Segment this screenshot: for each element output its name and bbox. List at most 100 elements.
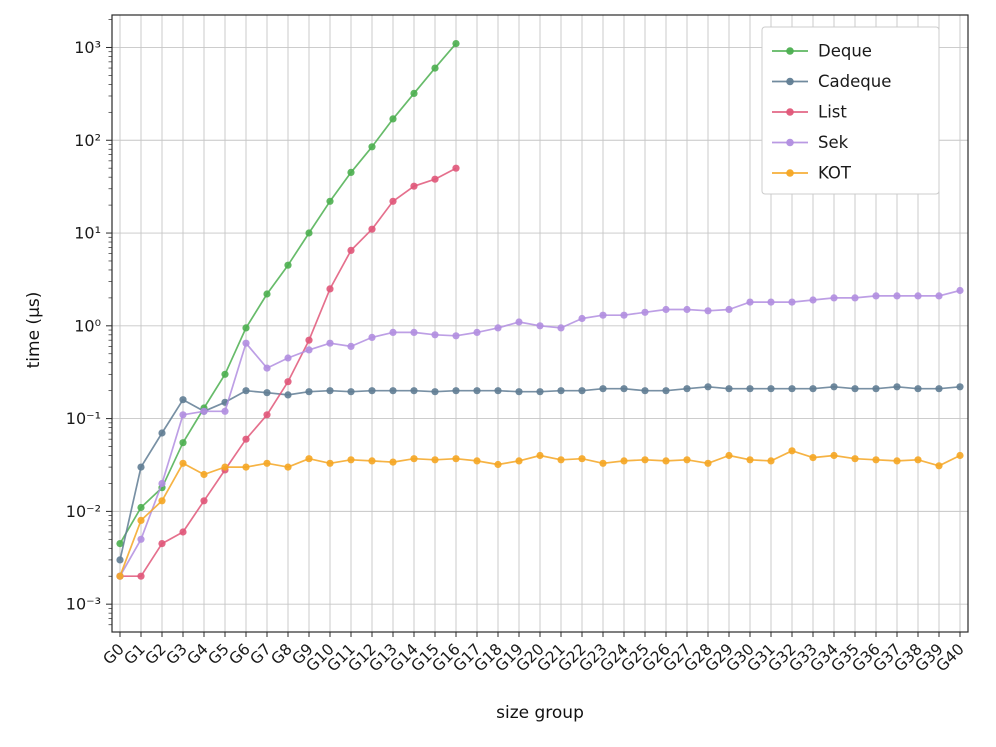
data-point <box>662 305 670 314</box>
legend-label: Sek <box>818 133 849 152</box>
x-tick-labels: G0G1G2G3G4G5G6G7G8G9G10G11G12G13G14G15G1… <box>100 640 968 675</box>
data-point <box>389 458 397 466</box>
series-sek <box>116 286 964 580</box>
data-point <box>473 457 481 465</box>
data-point <box>389 115 397 123</box>
data-point <box>137 463 145 471</box>
data-point <box>410 89 418 97</box>
legend-marker <box>786 169 794 177</box>
data-point <box>284 261 292 269</box>
data-point <box>347 456 355 464</box>
data-point <box>263 459 271 467</box>
data-point <box>851 294 859 302</box>
legend: Deque Cadeque List Sek KOT <box>761 26 940 195</box>
data-point <box>452 332 460 340</box>
data-point <box>935 385 943 393</box>
data-point <box>746 456 754 464</box>
data-point <box>242 435 250 443</box>
x-axis-label: size group <box>496 703 584 723</box>
data-point <box>452 387 460 395</box>
data-point <box>347 168 355 176</box>
data-point <box>767 457 775 465</box>
data-point <box>599 459 607 467</box>
data-point <box>557 456 565 464</box>
data-point <box>809 454 817 462</box>
y-tick-label: 10⁰ <box>74 316 101 335</box>
data-point <box>620 457 628 465</box>
data-point <box>935 292 943 300</box>
data-point <box>263 411 271 419</box>
data-point <box>263 389 271 397</box>
y-axis-label: time (μs) <box>24 291 44 369</box>
data-point <box>578 314 586 323</box>
data-point <box>956 383 964 391</box>
data-point <box>683 456 691 464</box>
data-point <box>242 324 250 332</box>
y-tick-label: 10⁻³ <box>66 595 101 614</box>
data-point <box>494 387 502 395</box>
data-point <box>935 462 943 470</box>
data-point <box>683 305 691 314</box>
data-point <box>179 411 187 419</box>
data-point <box>368 143 376 151</box>
data-point <box>767 385 775 393</box>
data-point <box>725 385 733 393</box>
data-point <box>725 305 733 314</box>
data-point <box>914 292 922 300</box>
data-point <box>284 463 292 471</box>
data-point <box>179 459 187 467</box>
data-point <box>347 246 355 254</box>
data-point <box>473 387 481 395</box>
legend-marker <box>786 47 794 55</box>
legend-marker <box>786 77 794 86</box>
data-point <box>641 308 649 316</box>
data-point <box>221 463 229 471</box>
y-tick-label: 10⁻² <box>66 502 101 521</box>
data-point <box>179 528 187 536</box>
legend-marker <box>786 138 794 147</box>
data-point <box>158 497 166 505</box>
data-point <box>599 385 607 393</box>
series-kot <box>116 447 964 580</box>
data-point <box>494 324 502 332</box>
data-point <box>179 439 187 447</box>
data-point <box>242 339 250 347</box>
data-point <box>305 336 313 344</box>
y-tick-label: 10³ <box>74 38 101 57</box>
data-point <box>116 556 124 564</box>
legend-label: Cadeque <box>818 72 891 91</box>
data-point <box>830 294 838 302</box>
data-point <box>410 182 418 190</box>
data-point <box>557 387 565 395</box>
data-point <box>368 333 376 341</box>
data-point <box>305 229 313 237</box>
data-point <box>284 378 292 386</box>
y-tick-labels: 10⁻³ 10⁻² 10⁻¹ 10⁰ 10¹ 10² 10³ <box>66 38 101 614</box>
data-point <box>536 322 544 330</box>
data-point <box>431 456 439 464</box>
data-point <box>704 383 712 391</box>
data-point <box>200 470 208 479</box>
data-point <box>158 540 166 548</box>
data-point <box>410 328 418 336</box>
data-point <box>326 197 334 205</box>
data-point <box>221 370 229 378</box>
data-point <box>578 387 586 395</box>
data-point <box>347 342 355 350</box>
data-point <box>599 311 607 319</box>
data-point <box>914 385 922 393</box>
y-tick-label: 10² <box>74 131 101 150</box>
data-point <box>914 456 922 464</box>
data-point <box>473 328 481 336</box>
data-point <box>452 455 460 463</box>
data-point <box>872 456 880 464</box>
data-point <box>347 388 355 396</box>
data-point <box>830 451 838 460</box>
data-point <box>305 455 313 463</box>
data-point <box>515 388 523 396</box>
data-point <box>851 455 859 463</box>
data-point <box>956 451 964 460</box>
data-point <box>788 447 796 455</box>
